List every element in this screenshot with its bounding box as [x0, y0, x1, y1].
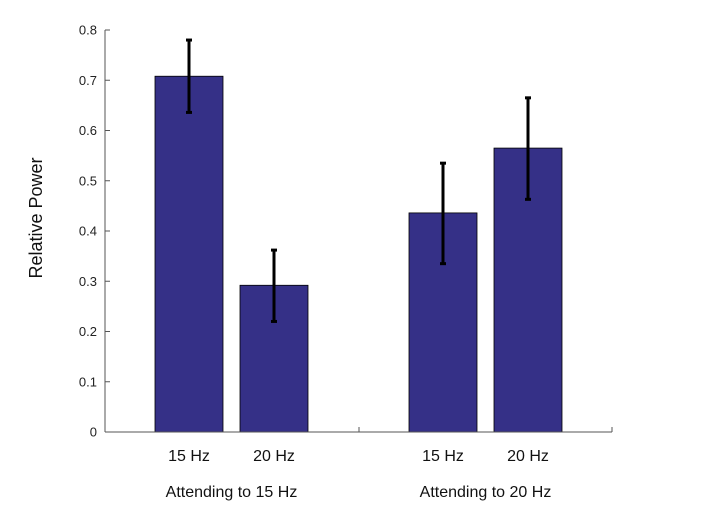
y-tick-label: 0.2: [79, 324, 97, 339]
y-axis: 0 0.1 0.2 0.3 0.4 0.5 0.6 0.7 0.8: [79, 23, 110, 440]
y-tick-label: 0: [90, 425, 97, 440]
bar: [154, 75, 224, 433]
x-category-label: 15 Hz: [422, 448, 464, 465]
x-group-label: Attending to 15 Hz: [166, 484, 298, 501]
y-tick-label: 0.5: [79, 173, 97, 188]
y-tick-label: 0.6: [79, 123, 97, 138]
x-axis: 15 Hz 20 Hz Attending to 15 Hz 15 Hz 20 Hz At…: [104, 427, 613, 501]
y-tick-label: 0.1: [79, 374, 97, 389]
y-tick-label: 0.4: [79, 224, 97, 239]
bars: [154, 38, 563, 433]
x-group-label: Attending to 20 Hz: [420, 484, 552, 501]
y-tick-label: 0.7: [79, 73, 97, 88]
y-axis-title: Relative Power: [26, 157, 46, 278]
x-category-label: 15 Hz: [168, 448, 210, 465]
x-category-label: 20 Hz: [253, 448, 295, 465]
y-tick-label: 0.3: [79, 274, 97, 289]
y-tick-label: 0.8: [79, 23, 97, 38]
x-category-label: 20 Hz: [507, 448, 549, 465]
